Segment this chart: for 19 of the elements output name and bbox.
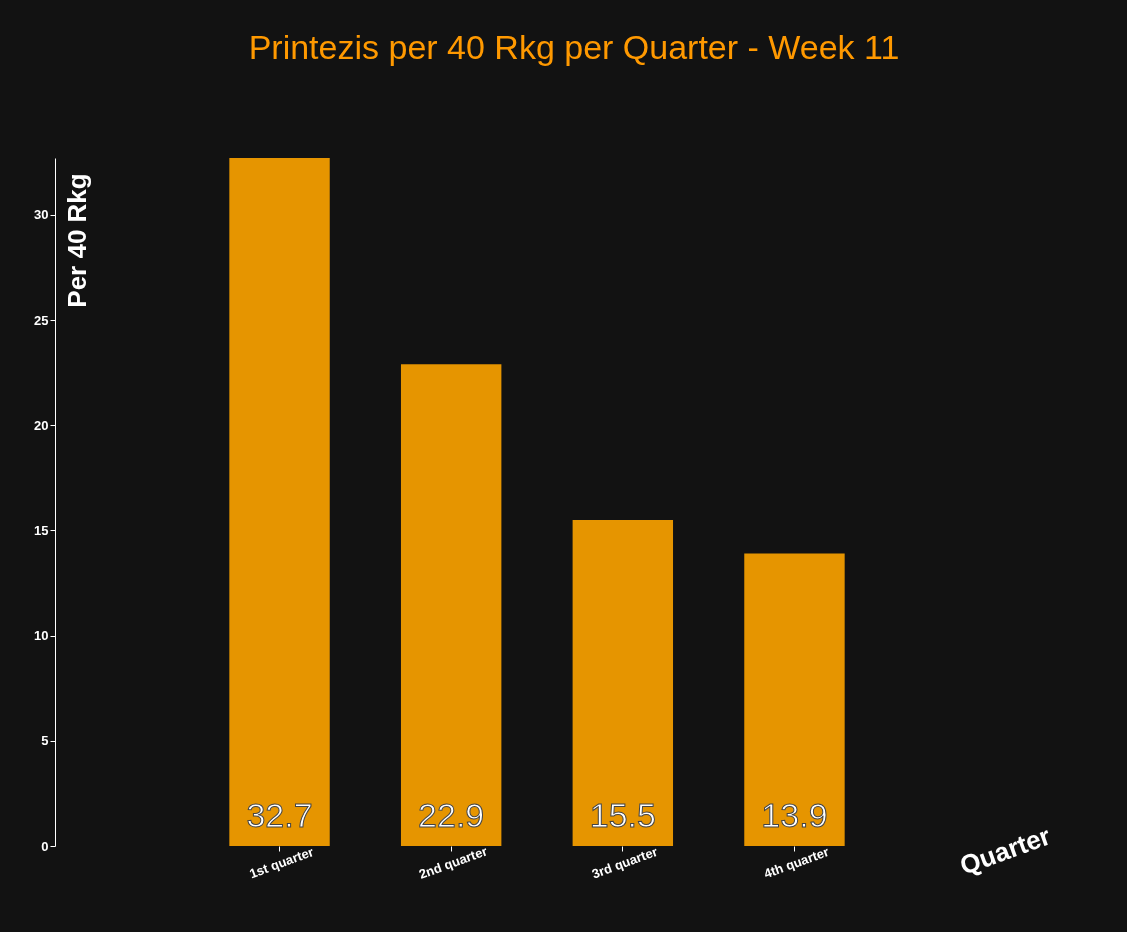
x-tick-label: 4th quarter bbox=[761, 844, 831, 882]
data-label: 13.9 bbox=[761, 796, 828, 834]
data-label: 15.5 bbox=[589, 796, 656, 834]
data-label: 32.7 bbox=[246, 796, 313, 834]
y-tick-label: 0 bbox=[41, 838, 49, 854]
y-tick-label: 15 bbox=[34, 522, 49, 538]
bar bbox=[744, 553, 845, 846]
chart-title: Printezis per 40 Rkg per Quarter - Week 11 bbox=[248, 28, 900, 66]
x-tick-label: 3rd quarter bbox=[589, 843, 660, 882]
y-tick-label: 20 bbox=[34, 417, 49, 433]
bar bbox=[400, 364, 502, 846]
y-tick-label: 10 bbox=[34, 628, 49, 644]
y-axis-title: Per 40 Rkg bbox=[61, 173, 92, 308]
y-tick-label: 5 bbox=[41, 733, 49, 749]
bar bbox=[229, 158, 330, 846]
y-tick-label: 25 bbox=[34, 312, 49, 328]
data-label: 22.9 bbox=[418, 796, 485, 834]
bar bbox=[572, 519, 674, 846]
y-tick-label: 30 bbox=[34, 207, 49, 223]
